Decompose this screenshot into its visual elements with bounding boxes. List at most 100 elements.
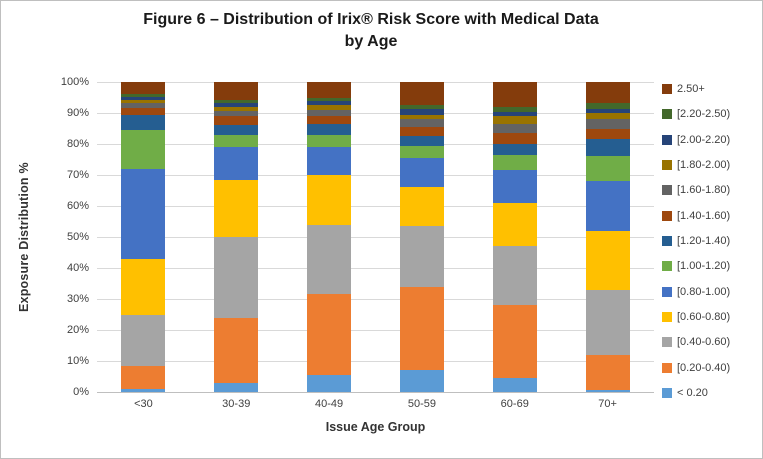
bar-segment 50-59 [1.40-1.60): [399, 127, 444, 137]
bar-segment 60-69 [0.40-0.60): [492, 246, 537, 306]
bar-40-49: [307, 82, 352, 392]
bar-segment 40-49 [1.60-1.80): [307, 109, 352, 117]
legend-label: [1.60-1.80): [677, 184, 731, 197]
bar-segment 50-59 [1.80-2.00): [399, 114, 444, 120]
gridline-100: [97, 82, 654, 83]
bar-segment 30-39 < 0.20: [214, 382, 259, 392]
bar-segment 50-59 [1.00-1.20): [399, 145, 444, 158]
bar-segment 30-39 [0.60-0.80): [214, 179, 259, 238]
legend-item [0.40-0.60): [0.40-0.60): [662, 336, 760, 348]
gridline-10: [97, 361, 654, 362]
bar-30-39: [214, 82, 259, 392]
bar-segment <30 [1.40-1.60): [121, 108, 166, 115]
legend-label: [1.00-1.20): [677, 260, 731, 273]
x-axis-line: [97, 392, 654, 393]
bar-segment 30-39 [2.00-2.20): [214, 102, 259, 107]
y-tick-100: 100%: [60, 76, 89, 88]
legend-item [1.40-1.60): [1.40-1.60): [662, 210, 760, 222]
bar-segment 70+ [0.20-0.40): [585, 354, 630, 391]
legend-swatch-icon: [662, 362, 672, 373]
bar-segment 70+ [1.80-2.00): [585, 113, 630, 120]
bar-segment 50-59 [0.40-0.60): [399, 226, 444, 287]
bar-segment 40-49 [0.60-0.80): [307, 175, 352, 225]
gridline-80: [97, 144, 654, 145]
bar-segment 60-69 [0.60-0.80): [492, 202, 537, 247]
bar-segment 70+ 2.50+: [585, 82, 630, 104]
legend-label: [0.60-0.80): [677, 310, 731, 323]
gridline-70: [97, 175, 654, 176]
legend-swatch-icon: [662, 286, 672, 297]
bar-segment 60-69 [0.80-1.00): [492, 170, 537, 203]
bar-segment <30 [1.20-1.40): [121, 114, 166, 131]
y-tick-70: 70%: [66, 169, 89, 181]
bar-segment <30 [2.00-2.20): [121, 97, 166, 101]
y-tick-50: 50%: [66, 231, 89, 243]
bar-segment 40-49 [1.80-2.00): [307, 105, 352, 110]
y-tick-20: 20%: [66, 324, 89, 336]
bar-segment 60-69 [2.20-2.50): [492, 106, 537, 112]
x-axis-title: Issue Age Group: [325, 420, 426, 434]
legend-item [1.60-1.80): [1.60-1.80): [662, 184, 760, 196]
bar-segment 30-39 2.50+: [214, 82, 259, 100]
x-tick-60-69: 60-69: [500, 398, 529, 410]
bar-segment 40-49 [1.00-1.20): [307, 134, 352, 148]
bar-segment 70+ [1.00-1.20): [585, 156, 630, 182]
legend-swatch-icon: [662, 261, 672, 272]
bar-segment 30-39 [2.20-2.50): [214, 99, 259, 103]
y-tick-90: 90%: [66, 107, 89, 119]
legend-item 2.50+: 2.50+: [662, 83, 760, 95]
chart-title: Figure 6 – Distribution of Irix® Risk Sc…: [41, 9, 701, 53]
legend-item [1.00-1.20): [1.00-1.20): [662, 260, 760, 272]
legend-swatch-icon: [662, 159, 672, 170]
bar-segment 40-49 [1.40-1.60): [307, 116, 352, 124]
bar-segment 50-59 2.50+: [399, 82, 444, 105]
bar-segment 70+ < 0.20: [585, 390, 630, 392]
legend-label: [0.40-0.60): [677, 336, 731, 349]
legend-item [1.80-2.00): [1.80-2.00): [662, 159, 760, 171]
bar-segment <30 [0.20-0.40): [121, 365, 166, 389]
bar-segment 40-49 [0.80-1.00): [307, 147, 352, 176]
bar-segment <30 [0.40-0.60): [121, 314, 166, 366]
legend-swatch-icon: [662, 84, 672, 94]
bar-segment 50-59 [0.20-0.40): [399, 286, 444, 371]
legend-label: [1.80-2.00): [677, 158, 731, 171]
legend-swatch-icon: [662, 109, 672, 120]
bar-segment <30 [0.80-1.00): [121, 168, 166, 259]
bar-segment <30 [1.60-1.80): [121, 103, 166, 109]
bar-segment 60-69 [1.40-1.60): [492, 133, 537, 145]
bar-segment 50-59 [1.60-1.80): [399, 119, 444, 128]
legend-swatch-icon: [662, 387, 672, 398]
legend-swatch-icon: [662, 134, 672, 145]
bar-segment 60-69 [1.20-1.40): [492, 144, 537, 155]
legend-label: [2.20-2.50): [677, 108, 731, 121]
bar-50-59: [399, 82, 444, 392]
bar-segment 30-39 [0.80-1.00): [214, 147, 259, 180]
bar-segment <30 [0.60-0.80): [121, 258, 166, 315]
x-tick-<30: <30: [134, 398, 153, 410]
bar-60-69: [492, 82, 537, 392]
gridline-20: [97, 330, 654, 331]
legend-label: 2.50+: [677, 83, 705, 95]
legend-swatch-icon: [662, 210, 672, 221]
legend-item [0.20-0.40): [0.20-0.40): [662, 362, 760, 374]
y-tick-80: 80%: [66, 138, 89, 150]
bar-<30: [121, 82, 166, 392]
gridline-90: [97, 113, 654, 114]
bar-segment 40-49 [2.20-2.50): [307, 98, 352, 102]
y-tick-60: 60%: [66, 200, 89, 212]
bar-segment 70+ [1.40-1.60): [585, 128, 630, 140]
legend-item [0.80-1.00): [0.80-1.00): [662, 286, 760, 298]
bar-segment 70+ [2.20-2.50): [585, 103, 630, 110]
legend-item [0.60-0.80): [0.60-0.80): [662, 311, 760, 323]
legend-swatch-icon: [662, 337, 672, 348]
plot-area: [97, 82, 654, 393]
legend: 2.50+ [2.20-2.50) [2.00-2.20) [1.80-2.00) [1…: [662, 83, 760, 399]
x-tick-50-59: 50-59: [407, 398, 436, 410]
legend-swatch-icon: [662, 235, 672, 246]
bar-segment 60-69 [2.00-2.20): [492, 111, 537, 117]
bar-segment <30 [1.80-2.00): [121, 100, 166, 104]
bar-segment 30-39 [0.20-0.40): [214, 317, 259, 383]
y-tick-10: 10%: [66, 355, 89, 367]
bar-segment 40-49 [2.00-2.20): [307, 101, 352, 106]
bar-segment <30 [2.20-2.50): [121, 94, 166, 98]
